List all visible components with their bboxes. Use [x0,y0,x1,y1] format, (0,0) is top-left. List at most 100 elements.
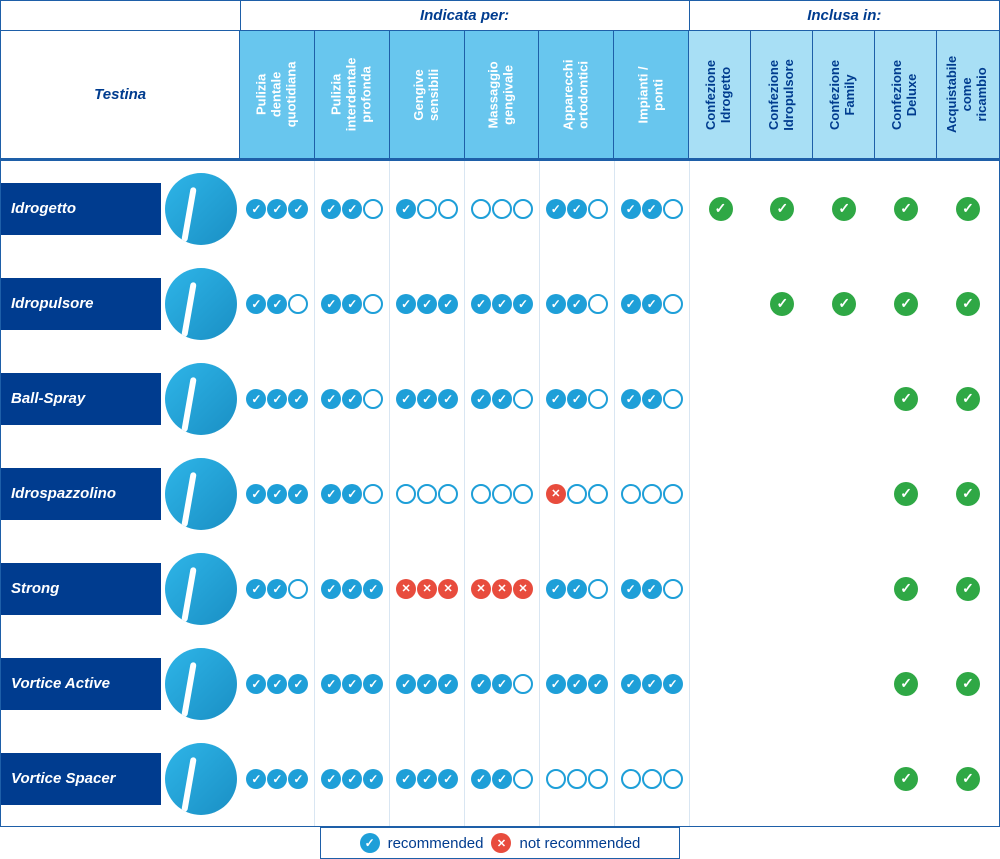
check-icon: ✓ [642,674,662,694]
check-icon: ✓ [267,294,287,314]
check-icon: ✓ [546,294,566,314]
row-name: Strong [1,563,161,615]
product-image [161,553,241,625]
comparison-table: Indicata per: Inclusa in: Testina Pulizi… [0,0,1000,827]
empty-icon [621,769,641,789]
include-cell: ✓ [937,731,999,826]
rating-cell: ✓✓✓ [315,731,390,826]
check-icon: ✓ [642,389,662,409]
check-icon: ✓ [288,484,308,504]
check-icon: ✓ [288,199,308,219]
check-icon: ✓ [546,389,566,409]
include-cell: ✓ [690,161,752,256]
col-indicata-3: Massaggiogengivale [465,31,540,161]
empty-icon [288,579,308,599]
row-name: Idropulsore [1,278,161,330]
empty-icon [417,199,437,219]
check-icon: ✓ [321,294,341,314]
rating-cell: ✓✓✓ [241,636,316,731]
check-icon: ✓ [546,674,566,694]
check-icon: ✓ [770,292,794,316]
empty-icon [438,484,458,504]
include-cell: ✓ [875,731,937,826]
col-label: ConfezioneIdropulsore [767,59,797,131]
product-image [161,173,241,245]
col-label: Puliziainterdentaleprofonda [330,58,375,132]
legend: ✓ recommended ✕ not recommended [320,827,680,859]
empty-icon [363,199,383,219]
empty-icon [288,294,308,314]
check-icon: ✓ [471,294,491,314]
empty-icon [513,484,533,504]
check-icon: ✓ [321,389,341,409]
empty-icon [642,769,662,789]
check-icon: ✓ [438,294,458,314]
check-icon: ✓ [321,484,341,504]
col-indicata-0: Puliziadentalequotidiana [240,31,315,161]
rating-cell: ✕✕✕ [390,541,465,636]
header-group-row: Indicata per: Inclusa in: [1,1,999,31]
check-icon: ✓ [567,199,587,219]
table-row: Strong✓✓✓✓✓✕✕✕✕✕✕✓✓✓✓✓✓ [1,541,999,636]
check-icon: ✓ [894,767,918,791]
include-cell [813,636,875,731]
include-cell: ✓ [875,446,937,541]
include-cell [690,351,752,446]
product-image [161,743,241,815]
rating-cell: ✓✓ [615,351,690,446]
col-label: ConfezioneFamily [829,59,859,129]
group-indicata: Indicata per: [241,1,690,31]
check-icon: ✓ [342,484,362,504]
rating-cell: ✓✓ [540,351,615,446]
rating-cell: ✓✓ [241,256,316,351]
col-label: Apparecchiortodontici [561,59,591,130]
col-label: Massaggiogengivale [487,61,517,128]
col-indicata-2: Gengivesensibili [390,31,465,161]
rating-cell: ✓✓ [465,351,540,446]
check-icon: ✓ [342,769,362,789]
rating-cell: ✓✓ [315,446,390,541]
include-cell [751,351,813,446]
rating-cell: ✓✓✓ [615,636,690,731]
x-icon: ✕ [513,579,533,599]
include-cell: ✓ [937,351,999,446]
rating-cell: ✓✓✓ [241,161,316,256]
rating-cell: ✓✓✓ [390,256,465,351]
legend-recommended: recommended [388,835,484,852]
check-icon: ✓ [492,769,512,789]
check-icon: ✓ [567,294,587,314]
include-cell: ✓ [751,161,813,256]
col-inclusa-4: Acquistabilecomericambio [937,31,999,161]
testina-header: Testina [1,31,240,161]
product-image [161,363,241,435]
row-name: Idrospazzolino [1,468,161,520]
check-icon: ✓ [621,199,641,219]
empty-icon [513,674,533,694]
check-icon: ✓ [321,199,341,219]
check-icon: ✓ [894,482,918,506]
rating-cell: ✓✓ [315,256,390,351]
check-icon: ✓ [956,577,980,601]
check-icon: ✓ [342,294,362,314]
check-icon: ✓ [246,579,266,599]
rating-cell: ✓✓✓ [465,256,540,351]
empty-icon [417,484,437,504]
rating-cell [390,446,465,541]
include-cell: ✓ [813,256,875,351]
check-icon: ✓ [246,199,266,219]
empty-icon [396,484,416,504]
check-icon: ✓ [417,769,437,789]
check-icon: ✓ [396,294,416,314]
empty-icon [567,484,587,504]
x-icon: ✕ [492,579,512,599]
check-icon: ✓ [621,389,641,409]
check-icon: ✓ [492,294,512,314]
check-icon: ✓ [709,197,733,221]
check-icon: ✓ [956,767,980,791]
x-icon: ✕ [491,833,511,853]
empty-icon [546,769,566,789]
rating-cell: ✓✓ [540,541,615,636]
x-icon: ✕ [396,579,416,599]
empty-icon [663,199,683,219]
check-icon: ✓ [396,769,416,789]
